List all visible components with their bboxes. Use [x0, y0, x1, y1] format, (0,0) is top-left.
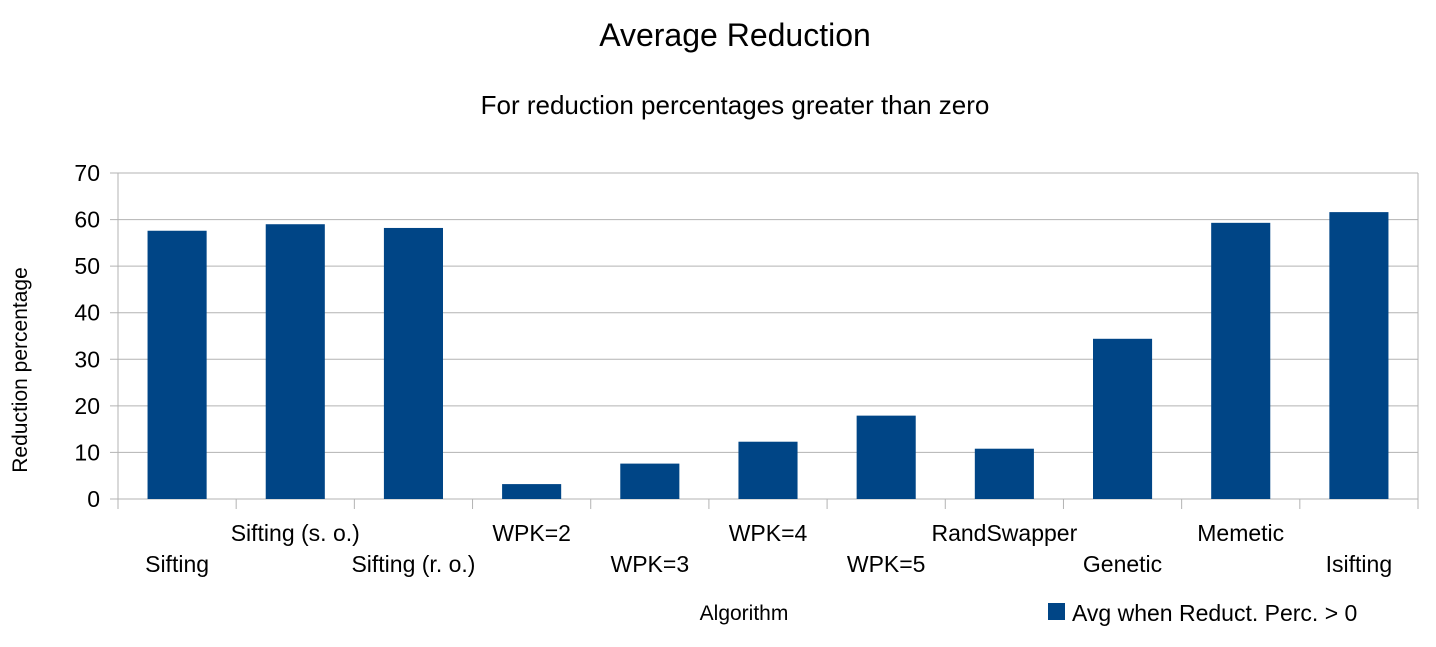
bar: [1093, 338, 1153, 499]
bars: [147, 212, 1389, 499]
x-axis: [235, 499, 1301, 509]
y-axis-label: Reduction percentage: [9, 267, 32, 472]
category-label: Sifting (s. o.): [231, 520, 360, 546]
bar: [265, 224, 325, 499]
y-tick-label: 70: [74, 160, 100, 186]
y-tick-label: 60: [74, 207, 100, 233]
legend-swatch: [1048, 603, 1065, 620]
y-tick-label: 40: [74, 300, 100, 326]
bar: [1211, 222, 1271, 499]
y-tick-label: 50: [74, 253, 100, 279]
bar: [502, 484, 562, 499]
legend: Avg when Reduct. Perc. > 0: [1048, 600, 1357, 626]
legend-label: Avg when Reduct. Perc. > 0: [1072, 600, 1357, 626]
category-label: Sifting: [145, 551, 209, 577]
bar: [147, 230, 207, 499]
y-tick-label: 0: [87, 486, 100, 512]
y-tick-label: 30: [74, 346, 100, 372]
y-tick-labels: 0 10 20 30 40 50 60 70: [74, 160, 100, 512]
category-label: Isifting: [1326, 551, 1392, 577]
bar: [974, 448, 1034, 499]
category-label: RandSwapper: [931, 520, 1077, 546]
category-label: WPK=5: [847, 551, 926, 577]
bar: [1329, 212, 1389, 499]
bar: [856, 415, 916, 499]
chart-title: Average Reduction: [599, 17, 871, 53]
bar: [738, 441, 798, 499]
category-label: Memetic: [1197, 520, 1284, 546]
x-axis-label: Algorithm: [700, 602, 789, 625]
bar: [620, 463, 680, 499]
bar: [383, 227, 443, 499]
category-labels: Sifting Sifting (s. o.) Sifting (r. o.) WPK…: [145, 520, 1392, 577]
y-tick-label: 20: [74, 393, 100, 419]
category-label: Genetic: [1083, 551, 1162, 577]
category-label: Sifting (r. o.): [351, 551, 475, 577]
category-label: WPK=4: [729, 520, 808, 546]
category-label: WPK=3: [611, 551, 690, 577]
category-label: WPK=2: [492, 520, 571, 546]
chart-subtitle: For reduction percentages greater than z…: [481, 90, 990, 120]
y-tick-label: 10: [74, 439, 100, 465]
gridlines: [110, 172, 1419, 509]
